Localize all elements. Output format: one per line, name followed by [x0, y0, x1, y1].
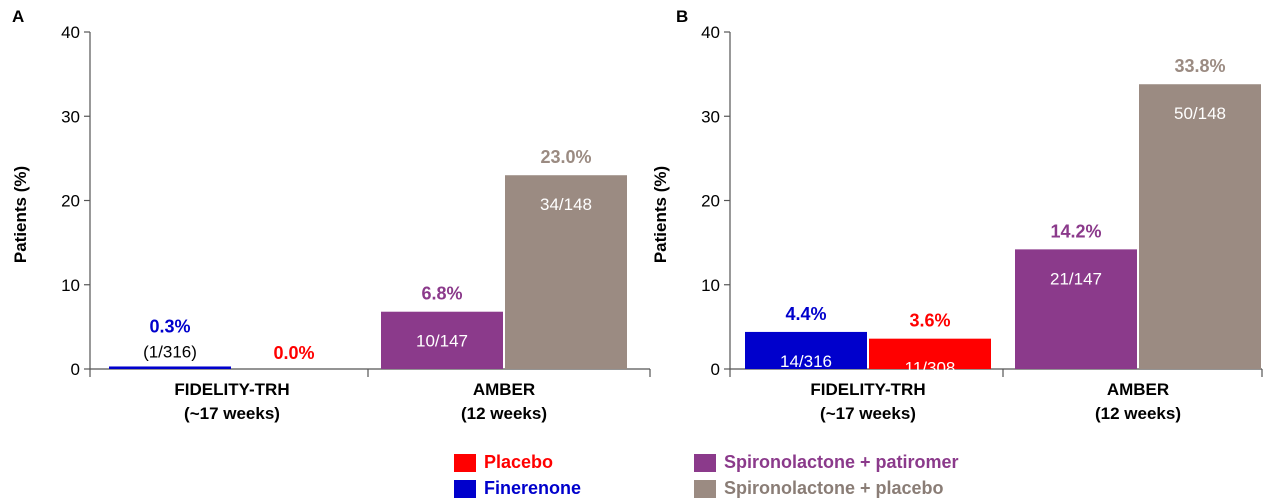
x-category-sublabel: (12 weeks) — [1095, 404, 1181, 423]
bar-count-label: 34/148 — [540, 195, 592, 214]
legend-swatch — [454, 453, 476, 472]
x-category-label: AMBER — [473, 380, 535, 399]
panel-letter: A — [12, 7, 24, 26]
y-tick-label: 0 — [711, 360, 720, 379]
x-category-label: FIDELITY-TRH — [174, 380, 289, 399]
legend-label: Spironolactone + patiromer — [724, 452, 959, 472]
bar-percent-label: 0.0% — [273, 343, 314, 363]
bar-percent-label: 23.0% — [540, 147, 591, 167]
legend-swatch — [694, 479, 716, 498]
y-tick-label: 40 — [701, 23, 720, 42]
y-axis-label: Patients (%) — [11, 166, 30, 263]
bar-percent-label: 14.2% — [1050, 221, 1101, 241]
bar — [505, 175, 627, 369]
legend-item: Placebo — [454, 452, 553, 473]
legend-item: Finerenone — [454, 478, 581, 499]
bar-percent-label: 3.6% — [909, 311, 950, 331]
bar — [1139, 84, 1261, 370]
bar-percent-label: 33.8% — [1174, 56, 1225, 76]
y-tick-label: 30 — [61, 107, 80, 126]
bar — [869, 338, 991, 369]
y-tick-label: 40 — [61, 23, 80, 42]
x-category-sublabel: (~17 weeks) — [184, 404, 280, 423]
x-category-label: AMBER — [1107, 380, 1169, 399]
bar-count-label: 11/308 — [905, 359, 956, 378]
legend-swatch — [694, 453, 716, 472]
x-category-sublabel: (~17 weeks) — [820, 404, 916, 423]
chart-panel-a: A Patients (%) 0 10 20 30 40 FIDELITY-TRH (~17 w… — [11, 7, 651, 423]
legend-item: Spironolactone + patiromer — [694, 452, 959, 473]
y-tick-label: 10 — [701, 276, 720, 295]
legend-swatch — [454, 479, 476, 498]
y-tick-label: 30 — [701, 107, 720, 126]
legend-label: Placebo — [484, 452, 554, 472]
x-category-sublabel: (12 weeks) — [461, 404, 547, 423]
bar-percent-label: 0.3% — [149, 316, 190, 336]
bar-count-label: 14/316 — [780, 352, 832, 371]
y-tick-label: 0 — [71, 360, 80, 379]
bar-count-label: 50/148 — [1174, 104, 1226, 123]
bar-percent-label: 4.4% — [785, 304, 826, 324]
y-tick-label: 20 — [61, 192, 80, 211]
x-category-label: FIDELITY-TRH — [810, 380, 925, 399]
panel-letter: B — [676, 7, 688, 26]
y-tick-label: 10 — [61, 276, 80, 295]
bar — [381, 311, 503, 369]
legend-item: Spironolactone + placebo — [694, 478, 944, 499]
bar — [1015, 249, 1137, 369]
bar-count-label: 10/147 — [416, 332, 468, 351]
bar-count-label: (1/316) — [143, 342, 197, 361]
bar — [109, 366, 231, 369]
bar — [745, 331, 867, 369]
bar-count-label: 21/147 — [1050, 269, 1102, 288]
legend-label: Finerenone — [484, 478, 582, 498]
legend-label: Spironolactone + placebo — [724, 478, 944, 498]
y-axis-label: Patients (%) — [651, 166, 670, 263]
chart-panel-b: B Patients (%) 0 10 20 30 40 FIDELITY-TRH (~17 w… — [651, 7, 1263, 423]
bar-percent-label: 6.8% — [421, 284, 462, 304]
y-tick-label: 20 — [701, 192, 720, 211]
